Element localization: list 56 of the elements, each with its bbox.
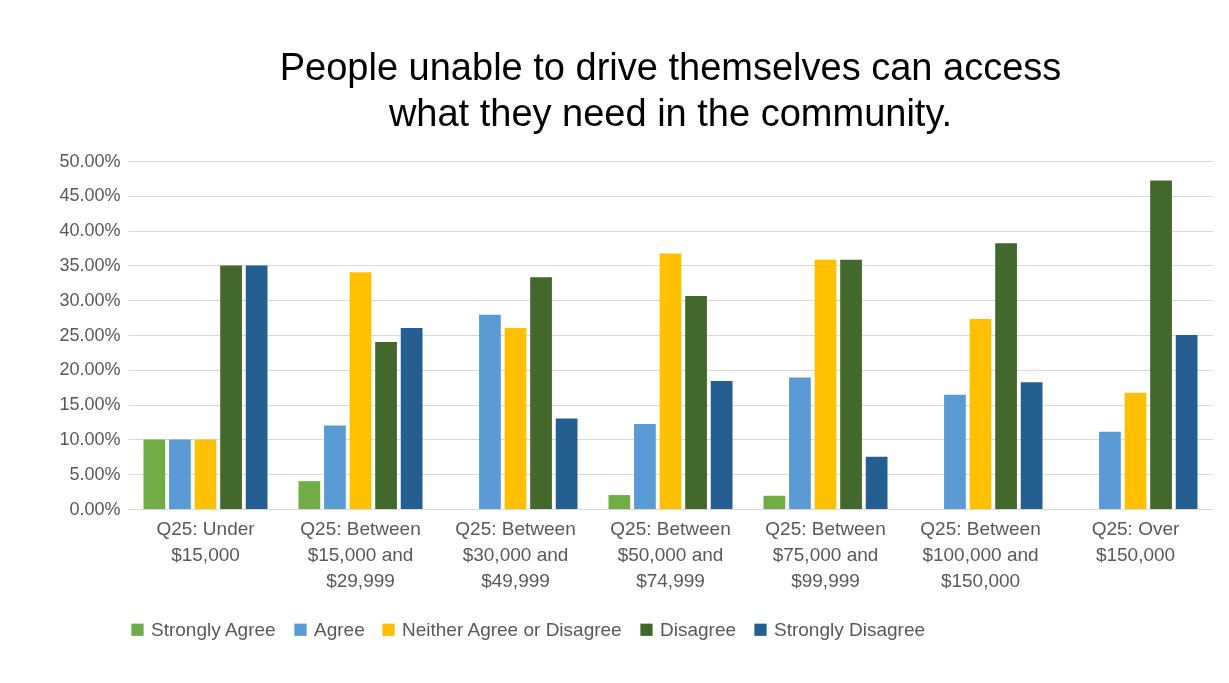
x-tick-label: Q25: Over $150,000 (1091, 517, 1180, 565)
x-tick-label: Q25: Between $100,000 and $150,000 (920, 517, 1041, 591)
bar (194, 439, 217, 509)
bar (349, 272, 372, 509)
legend-label: Disagree (660, 618, 737, 640)
y-tick-label: 45.00% (59, 185, 121, 206)
x-tick-label: Q25: Between $30,000 and $49,999 (455, 517, 576, 591)
bar (840, 259, 862, 509)
x-tick-label: Q25: Between $50,000 and $74,999 (610, 517, 731, 591)
x-tick-label: Q25: Under $15,000 (156, 517, 256, 565)
chart-title: People unable to drive themselves can access what they need in the community. (279, 46, 1062, 134)
y-tick-label: 35.00% (59, 254, 121, 275)
bar (1124, 392, 1147, 509)
x-tick-label: Q25: Between $15,000 and $29,999 (300, 517, 421, 591)
bar (1150, 180, 1172, 509)
bar (245, 265, 268, 509)
legend-label: Strongly Agree (151, 618, 276, 640)
bar (1020, 382, 1043, 509)
bar (969, 318, 992, 509)
bar (814, 259, 837, 509)
bar (995, 243, 1017, 509)
bar (220, 265, 242, 509)
bar (504, 328, 527, 509)
bar (530, 277, 552, 509)
y-tick-label: 50.00% (59, 150, 121, 171)
legend-label: Agree (314, 618, 365, 640)
bar (169, 439, 191, 509)
bar (324, 425, 346, 509)
bar (763, 495, 786, 509)
bar (865, 456, 888, 509)
bar (789, 377, 811, 509)
bar (555, 418, 578, 509)
y-tick-label: 40.00% (59, 220, 121, 241)
bar (479, 314, 501, 509)
y-tick-label: 20.00% (59, 359, 121, 380)
bar (944, 394, 966, 509)
legend-label: Neither Agree or Disagree (402, 618, 622, 640)
bar (400, 328, 423, 509)
bar (1175, 335, 1198, 509)
bar (608, 495, 631, 509)
bar (634, 424, 656, 509)
bar (659, 253, 682, 509)
legend-label: Strongly Disagree (774, 618, 926, 640)
bar (298, 481, 321, 509)
y-tick-label: 10.00% (59, 428, 121, 449)
y-tick-label: 25.00% (59, 324, 121, 345)
bar (1099, 431, 1121, 509)
bar (710, 380, 733, 509)
y-tick-label: 0.00% (69, 498, 121, 519)
y-tick-label: 15.00% (59, 394, 121, 415)
bar (685, 296, 707, 509)
bar (143, 439, 166, 509)
y-tick-label: 5.00% (69, 463, 121, 484)
bar (375, 341, 397, 509)
y-tick-label: 30.00% (59, 289, 121, 310)
x-tick-label: Q25: Between $75,000 and $99,999 (765, 517, 886, 591)
